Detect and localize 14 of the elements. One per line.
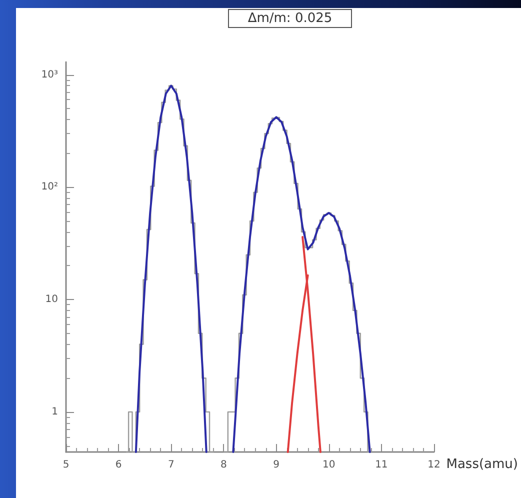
y-tick-label: 10³	[41, 69, 58, 80]
y-tick-label: 10	[45, 294, 58, 306]
y-tick-label: 10²	[41, 182, 58, 193]
x-tick-label: 9	[273, 460, 280, 470]
x-tick-label: 10	[322, 460, 336, 470]
x-axis-title: Mass(amu)	[446, 457, 518, 472]
x-tick-label: 11	[375, 460, 388, 470]
x-tick-label: 12	[428, 460, 440, 470]
x-tick-label: 8	[220, 460, 227, 470]
x-tick-label: 5	[62, 460, 70, 470]
x-tick-label: 7	[168, 460, 174, 470]
chart-title: Δm/m: 0.025	[248, 11, 332, 26]
x-tick-label: 6	[115, 460, 122, 470]
y-tick-label: 1	[52, 406, 58, 418]
